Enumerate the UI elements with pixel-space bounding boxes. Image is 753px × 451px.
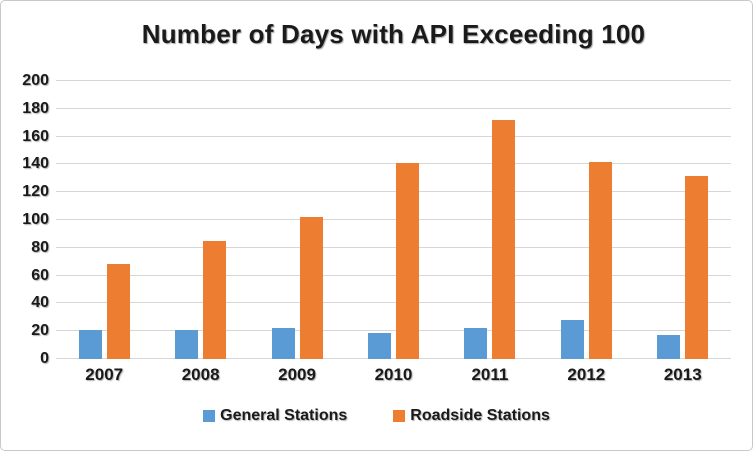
y-axis-tick-label-200: 200 [22,72,49,89]
bar-group-2009 [249,81,345,359]
bar-general-stations-2010 [367,332,391,359]
x-axis-label-2008: 2008 [181,365,220,384]
gridline-120 [56,191,731,193]
plot-area [56,80,731,359]
y-axis: 0 20 40 60 80 100 120 140 160 180 200 [7,72,49,367]
bar-general-stations-2012 [560,320,584,359]
y-axis-tick-label-60: 60 [31,266,49,284]
gridline-160 [56,135,731,137]
gridline-20 [56,330,731,332]
bar-roadside-stations-2007 [106,264,130,359]
bar-roadside-stations-2013 [685,175,709,359]
bar-group-2012 [538,81,634,359]
legend-item-roadside-stations: Roadside Stations [393,407,550,425]
gridline-60 [56,274,731,276]
bar-group-2010 [345,81,441,359]
gridline-40 [56,302,731,304]
bar-general-stations-2007 [78,329,102,359]
legend-item-general-stations: General Stations [203,407,347,425]
gridline-180 [56,107,731,109]
bar-roadside-stations-2010 [395,163,419,359]
chart-title: Number of Days with API Exceeding 100 [141,19,646,49]
x-axis-label-2009: 2009 [278,365,316,384]
y-axis-tick-label-80: 80 [31,238,49,256]
legend-swatch-general-stations [203,410,216,422]
x-axis-label-2013: 2013 [663,365,702,384]
bar-group-2013 [635,81,731,359]
y-axis-tick-label-140: 140 [22,155,49,173]
gridline-140 [56,163,731,165]
legend-label-roadside-stations: Roadside Stations [410,407,550,424]
y-axis-tick-label-40: 40 [31,294,49,312]
bar-group-2008 [152,81,248,359]
bar-general-stations-2013 [657,335,681,359]
legend-swatch-roadside-stations [393,410,406,422]
gridline-200 [56,80,731,81]
y-axis-tick-label-120: 120 [22,183,49,201]
x-axis-label-2007: 2007 [85,365,124,384]
bar-roadside-stations-2008 [203,240,227,359]
bar-general-stations-2011 [464,328,488,359]
gridline-100 [56,219,731,220]
x-axis-label-2012: 2012 [567,365,606,384]
y-axis-tick-label-20: 20 [31,322,49,340]
y-axis-tick-label-100: 100 [22,211,49,228]
y-axis-tick-label-0: 0 [40,350,49,367]
gridline-0 [56,358,731,359]
legend: General Stations Roadside Stations [1,407,752,425]
y-axis-tick-label-180: 180 [22,99,49,117]
bar-roadside-stations-2012 [588,161,612,359]
x-axis-label-2011: 2011 [471,365,509,384]
bar-groups [56,81,731,359]
x-axis: 2007 2008 2009 2010 2011 2012 2013 [56,365,731,385]
bar-general-stations-2008 [175,329,199,359]
legend-label-general-stations: General Stations [220,407,348,424]
bar-group-2007 [56,81,152,359]
bar-roadside-stations-2011 [492,119,516,359]
x-axis-label-2010: 2010 [374,365,413,384]
bar-group-2011 [442,81,538,359]
y-axis-tick-label-160: 160 [22,127,49,145]
bar-roadside-stations-2009 [299,217,323,359]
gridline-80 [56,246,731,248]
bar-general-stations-2009 [271,328,295,359]
